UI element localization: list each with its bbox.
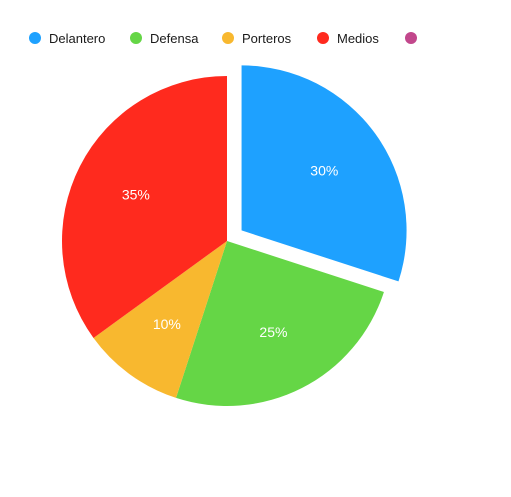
slice-label-porteros: 10%: [153, 316, 181, 332]
legend-label-3: Medios: [337, 31, 379, 46]
legend-marker-0: [29, 32, 41, 44]
legend-marker-1: [130, 32, 142, 44]
slice-labels: 30% 25% 10% 35%: [122, 162, 339, 340]
pie-slice-defensa[interactable]: [176, 241, 384, 406]
pie-slices: [62, 65, 407, 406]
chart-legend: Delantero Defensa Porteros Medios: [29, 31, 417, 46]
legend-label-0: Delantero: [49, 31, 105, 46]
pie-slice-delantero[interactable]: [241, 65, 407, 282]
slice-label-medios: 35%: [122, 187, 150, 203]
legend-marker-4: [405, 32, 417, 44]
pie-slice-medios[interactable]: [62, 76, 227, 338]
legend-marker-3: [317, 32, 329, 44]
legend-label-1: Defensa: [150, 31, 199, 46]
legend-marker-2: [222, 32, 234, 44]
legend-label-2: Porteros: [242, 31, 292, 46]
slice-label-delantero: 30%: [310, 162, 338, 178]
pie-slice-porteros[interactable]: [93, 241, 227, 398]
slice-label-defensa: 25%: [259, 324, 287, 340]
